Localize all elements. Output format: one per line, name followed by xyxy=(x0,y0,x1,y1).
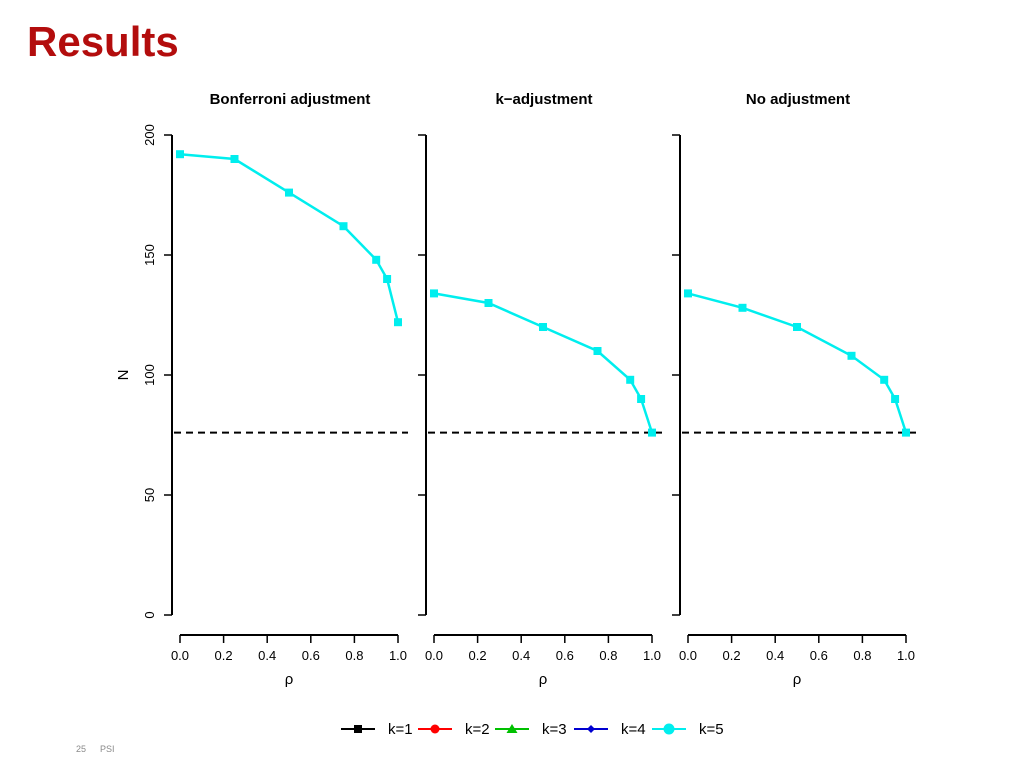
x-axis-label: ρ xyxy=(793,671,802,688)
panel-title: Bonferroni adjustment xyxy=(210,91,371,108)
series-line-k5 xyxy=(179,152,400,323)
x-tick-label: 0.4 xyxy=(258,648,276,663)
x-tick-label: 1.0 xyxy=(389,648,407,663)
legend-label: k=4 xyxy=(621,721,646,738)
data-point xyxy=(891,395,900,403)
data-point xyxy=(539,323,547,331)
y-tick-label: 150 xyxy=(142,244,157,266)
legend-marker-circle xyxy=(430,724,440,734)
x-tick-label: 0.8 xyxy=(853,648,871,663)
data-point xyxy=(593,347,602,355)
x-tick-label: 1.0 xyxy=(897,648,915,663)
data-point xyxy=(230,155,239,163)
data-point xyxy=(684,289,692,298)
y-axis-label: N xyxy=(115,370,132,381)
legend-marker-square xyxy=(354,725,362,733)
legend-label: k=3 xyxy=(542,721,567,738)
y-tick-label: 200 xyxy=(142,124,157,146)
data-point xyxy=(648,428,656,437)
x-tick-label: 0.0 xyxy=(425,648,443,663)
x-tick-label: 0.8 xyxy=(599,648,617,663)
data-point xyxy=(793,323,801,331)
legend-label: k=1 xyxy=(388,721,413,738)
y-tick-label: 100 xyxy=(142,364,157,386)
data-point xyxy=(637,395,646,403)
x-axis-label: ρ xyxy=(539,671,548,688)
data-point xyxy=(626,375,635,384)
x-tick-label: 0.0 xyxy=(679,648,697,663)
data-point xyxy=(847,351,856,360)
data-point xyxy=(339,222,348,231)
data-point xyxy=(484,299,493,307)
data-point xyxy=(383,275,392,283)
y-tick-label: 50 xyxy=(142,488,157,502)
data-point xyxy=(285,188,293,197)
series-line-k5 xyxy=(687,292,908,433)
y-tick-label: 0 xyxy=(142,611,157,618)
x-axis-label: ρ xyxy=(285,671,294,688)
data-point xyxy=(372,255,381,264)
data-point xyxy=(176,150,184,159)
x-tick-label: 0.8 xyxy=(345,648,363,663)
slide-title: Results xyxy=(27,18,179,65)
data-point xyxy=(880,375,889,384)
x-tick-label: 0.0 xyxy=(171,648,189,663)
series-line-k5 xyxy=(433,292,654,433)
page-number: 25 xyxy=(76,744,87,754)
data-point xyxy=(394,318,402,327)
x-tick-label: 0.6 xyxy=(810,648,828,663)
x-tick-label: 0.4 xyxy=(512,648,530,663)
x-tick-label: 0.2 xyxy=(215,648,233,663)
data-point xyxy=(738,303,747,312)
legend-marker-diamond xyxy=(587,725,595,733)
panel-title: No adjustment xyxy=(746,91,850,108)
x-tick-label: 0.6 xyxy=(556,648,574,663)
legend-label: k=5 xyxy=(699,721,724,738)
footer-text: PSI xyxy=(100,744,115,754)
legend-marker-triangle xyxy=(506,724,518,733)
legend-marker-circle xyxy=(663,723,675,735)
x-tick-label: 0.2 xyxy=(723,648,741,663)
x-tick-label: 0.4 xyxy=(766,648,784,663)
panel-title: k−adjustment xyxy=(495,91,592,108)
data-point xyxy=(430,289,438,298)
x-tick-label: 0.2 xyxy=(469,648,487,663)
data-point xyxy=(902,428,910,437)
legend-label: k=2 xyxy=(465,721,490,738)
x-tick-label: 0.6 xyxy=(302,648,320,663)
x-tick-label: 1.0 xyxy=(643,648,661,663)
